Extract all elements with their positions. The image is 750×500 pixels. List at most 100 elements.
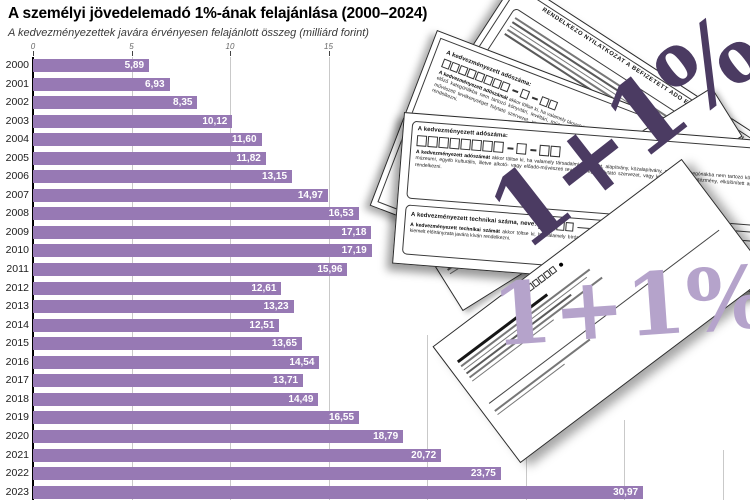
bar-row: 2016 14,54 <box>0 353 750 372</box>
bar: 12,61 <box>33 281 282 295</box>
bar-value-label: 16,53 <box>328 208 354 220</box>
bar-value-label: 6,93 <box>145 78 165 90</box>
bar-value-label: 18,79 <box>373 430 399 442</box>
year-label: 2010 <box>5 244 29 257</box>
gridline <box>328 57 330 500</box>
bar-value-label: 13,71 <box>273 375 299 387</box>
year-label: 2000 <box>5 58 29 71</box>
year-label: 2020 <box>5 429 29 442</box>
bar-row: 2019 16,55 <box>0 409 750 428</box>
bar: 11,60 <box>33 133 262 147</box>
year-label: 2007 <box>5 188 29 201</box>
year-label: 2016 <box>5 355 29 368</box>
bar: 13,65 <box>33 337 302 351</box>
year-label: 2004 <box>5 133 29 146</box>
bar: 6,93 <box>33 77 170 91</box>
bar-row: 2017 13,71 <box>0 372 750 391</box>
bar-row: 2011 15,96 <box>0 260 750 279</box>
bar: 13,15 <box>33 170 293 184</box>
year-label: 2022 <box>5 467 29 480</box>
year-label: 2003 <box>5 114 29 127</box>
year-label: 2013 <box>5 300 29 313</box>
bar: 8,35 <box>33 96 198 110</box>
year-label: 2023 <box>5 485 29 498</box>
axis-tick <box>33 51 34 56</box>
year-label: 2021 <box>5 448 29 461</box>
bar-row: 2001 6,93 <box>0 75 750 94</box>
bar: 14,49 <box>33 392 319 406</box>
bar-value-label: 15,96 <box>317 264 343 276</box>
bar: 14,54 <box>33 355 320 369</box>
bar-row: 2003 10,12 <box>0 112 750 131</box>
bar: 13,71 <box>33 374 304 388</box>
bar-row: 2008 16,53 <box>0 205 750 224</box>
gridline <box>722 450 724 500</box>
bar: 12,51 <box>33 318 280 332</box>
year-label: 2005 <box>5 151 29 164</box>
bar-row: 2013 13,23 <box>0 297 750 316</box>
bar-value-label: 14,54 <box>289 356 315 368</box>
bar-value-label: 13,23 <box>263 301 289 313</box>
bar-row: 2022 23,75 <box>0 464 750 483</box>
x-axis-zero-line <box>32 57 34 500</box>
year-label: 2017 <box>5 374 29 387</box>
bar-row: 2021 20,72 <box>0 446 750 465</box>
bar: 11,82 <box>33 151 266 165</box>
axis-tick <box>131 51 133 56</box>
bar: 16,53 <box>33 207 359 221</box>
year-label: 2011 <box>6 263 29 276</box>
bar: 17,18 <box>33 225 372 239</box>
bar-row: 2020 18,79 <box>0 427 750 446</box>
bar-value-label: 14,97 <box>297 189 323 201</box>
bar-value-label: 11,82 <box>236 152 261 164</box>
bar: 20,72 <box>33 448 442 462</box>
bar: 13,23 <box>33 300 294 314</box>
bar-row: 2009 17,18 <box>0 223 750 242</box>
one-plus-one-percent-light-label: 1+1% <box>488 246 750 367</box>
bar-row: 2002 8,35 <box>0 93 750 112</box>
page-title: A személyi jövedelemadó 1%-ának felajánl… <box>8 5 428 22</box>
year-label: 2015 <box>5 337 29 350</box>
bar-row: 2015 13,65 <box>0 334 750 353</box>
bar-row: 2014 12,51 <box>0 316 750 335</box>
year-label: 2006 <box>5 170 29 183</box>
bar-value-label: 13,65 <box>271 338 297 350</box>
gridline <box>427 335 428 500</box>
axis-tick-label: 5 <box>129 42 134 51</box>
year-label: 2002 <box>5 96 29 109</box>
year-label: 2012 <box>5 281 29 294</box>
bar: 5,89 <box>33 58 150 72</box>
bar: 17,19 <box>33 244 372 258</box>
bar-value-label: 23,75 <box>470 468 496 480</box>
axis-tick-label: 0 <box>30 42 36 51</box>
bar-row: 2007 14,97 <box>0 186 750 205</box>
axis-tick-label: 15 <box>324 42 333 51</box>
bar-value-label: 11,60 <box>232 134 257 146</box>
year-label: 2014 <box>5 318 29 331</box>
bar-row: 2010 17,19 <box>0 242 750 261</box>
bar-row: 2004 11,60 <box>0 130 750 149</box>
bar-row: 2000 5,89 <box>0 56 750 75</box>
bar-row: 2005 11,82 <box>0 149 750 168</box>
bar-value-label: 8,35 <box>173 97 193 109</box>
bar-value-label: 20,72 <box>411 449 437 461</box>
bar-value-label: 13,15 <box>262 171 288 183</box>
bar-row: 2018 14,49 <box>0 390 750 409</box>
year-label: 2008 <box>5 207 29 220</box>
bar: 14,97 <box>33 188 328 202</box>
gridline <box>624 420 625 500</box>
bar-value-label: 10,12 <box>202 115 228 127</box>
bar-row: 2006 13,15 <box>0 168 750 187</box>
gridline <box>131 57 133 500</box>
year-label: 2009 <box>5 225 29 238</box>
bar-value-label: 17,18 <box>341 226 367 238</box>
bar: 16,55 <box>33 411 360 425</box>
bar-value-label: 12,61 <box>251 282 277 294</box>
bar-value-label: 12,51 <box>249 319 275 331</box>
year-label: 2001 <box>5 77 29 90</box>
bar-value-label: 16,55 <box>329 412 355 424</box>
axis-tick-label: 10 <box>225 42 235 51</box>
axis-tick <box>230 51 231 56</box>
